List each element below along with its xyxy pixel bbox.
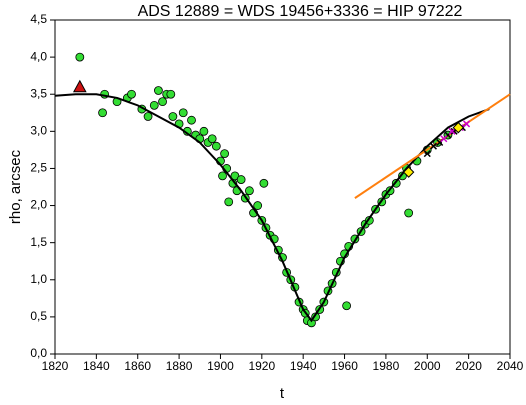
y-axis-label: rho, arcsec (7, 149, 24, 224)
cross-point (463, 120, 471, 128)
point (398, 171, 407, 181)
x-tick-label: 1820 (42, 359, 69, 373)
point (199, 126, 209, 136)
y-tick-label: 1,0 (30, 272, 47, 286)
point (158, 97, 167, 107)
y-tick-label: 4,5 (30, 12, 47, 26)
y-tick-label: 2,5 (30, 161, 47, 175)
point (218, 171, 227, 181)
chart-title: ADS 12889 = WDS 19456+3336 = HIP 97222 (138, 3, 463, 20)
cross-point (440, 135, 448, 143)
x-tick-label: 2040 (497, 359, 524, 373)
point (98, 108, 107, 118)
point (224, 197, 234, 207)
x-tick-label: 1840 (83, 359, 110, 373)
x-tick-label: 1980 (373, 359, 400, 373)
x-tick-label: 1880 (166, 359, 193, 373)
plot-frame (54, 19, 511, 355)
x-tick-label: 1860 (124, 359, 151, 373)
point (220, 149, 229, 159)
point (168, 112, 178, 121)
point (75, 52, 85, 62)
point (143, 112, 153, 121)
y-tick-label: 0,5 (30, 309, 47, 323)
fit-line (54, 93, 490, 323)
point (149, 100, 159, 110)
y-tick-label: 1,5 (30, 235, 47, 249)
diamond-point (402, 166, 415, 178)
point (178, 108, 188, 118)
point (166, 89, 176, 99)
y-tick-label: 4,0 (30, 49, 47, 63)
y-tick-label: 3,0 (30, 124, 47, 138)
point (127, 89, 136, 99)
point (259, 178, 269, 188)
diamond-point (452, 121, 465, 134)
x-tick-label: 1900 (207, 359, 234, 373)
cross-point (423, 150, 431, 158)
y-tick-label: 3,5 (30, 86, 47, 100)
point (342, 301, 352, 311)
point (236, 175, 246, 184)
x-axis-label: t (280, 385, 285, 402)
point (245, 186, 254, 196)
x-tick-label: 2000 (414, 359, 441, 373)
cross-point (448, 127, 456, 135)
cross-point (429, 142, 438, 150)
x-tick-label: 1940 (290, 359, 317, 373)
y-tick-label: 2,0 (30, 198, 47, 212)
point (187, 115, 196, 125)
point (207, 134, 217, 144)
point (404, 208, 414, 218)
x-tick-label: 2020 (455, 359, 482, 373)
point (154, 86, 163, 95)
x-tick-label: 1960 (331, 359, 358, 373)
point (253, 201, 263, 210)
x-tick-label: 1920 (248, 359, 275, 373)
triangle-point (72, 79, 87, 93)
point (211, 141, 221, 151)
y-tick-label: 0,0 (30, 346, 47, 360)
